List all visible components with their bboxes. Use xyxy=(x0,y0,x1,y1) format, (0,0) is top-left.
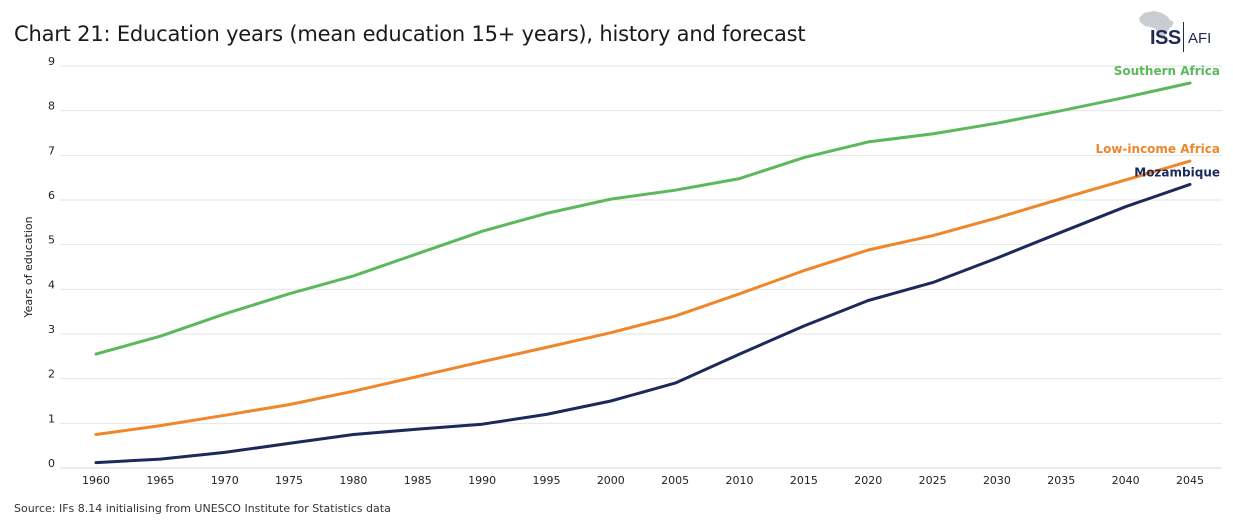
series-label-mozambique: Mozambique xyxy=(1134,165,1220,179)
x-tick-label: 2015 xyxy=(790,474,818,487)
x-tick-label: 1975 xyxy=(275,474,303,487)
logo-iss-text: ISS xyxy=(1150,27,1181,49)
source-note: Source: IFs 8.14 initialising from UNESC… xyxy=(14,502,391,515)
x-tick-label: 1965 xyxy=(146,474,174,487)
x-tick-label: 2035 xyxy=(1047,474,1075,487)
y-tick-label: 0 xyxy=(48,457,55,470)
y-axis-ticks: 0 1 2 3 4 5 6 7 8 9 xyxy=(48,55,55,470)
x-tick-label: 2045 xyxy=(1176,474,1204,487)
y-tick-label: 2 xyxy=(48,368,55,381)
chart-title: Chart 21: Education years (mean educatio… xyxy=(14,22,806,46)
y-tick-label: 1 xyxy=(48,412,55,425)
x-tick-label: 1990 xyxy=(468,474,496,487)
gridlines xyxy=(60,65,1222,469)
x-tick-label: 2025 xyxy=(919,474,947,487)
y-tick-label: 5 xyxy=(48,234,55,247)
logo-afi-text: AFI xyxy=(1188,30,1212,47)
y-tick-label: 3 xyxy=(48,323,55,336)
y-tick-label: 9 xyxy=(48,55,55,68)
x-tick-label: 2030 xyxy=(983,474,1011,487)
africa-map-icon xyxy=(1139,11,1174,39)
series-label-southern-africa: Southern Africa xyxy=(1114,64,1220,78)
series-line-southern-africa xyxy=(94,81,1192,356)
series-label-low-income-africa: Low-income Africa xyxy=(1095,142,1220,156)
x-axis-ticks: 1960 1965 1970 1975 1980 1985 1990 1995 2000 2005… xyxy=(82,474,1204,487)
y-tick-label: 8 xyxy=(48,100,55,113)
series-lines xyxy=(94,81,1192,465)
x-tick-label: 2010 xyxy=(726,474,754,487)
iss-afi-logo: ISS AFI xyxy=(1128,10,1218,58)
x-tick-label: 2040 xyxy=(1112,474,1140,487)
series-labels: Southern Africa Low-income Africa Mozambiq… xyxy=(1095,64,1220,179)
x-tick-label: 1970 xyxy=(211,474,239,487)
logo-divider xyxy=(1183,22,1184,52)
x-tick-label: 2020 xyxy=(854,474,882,487)
x-tick-label: 1960 xyxy=(82,474,110,487)
y-tick-label: 6 xyxy=(48,189,55,202)
y-axis-label: Years of education xyxy=(22,216,35,318)
x-tick-label: 2005 xyxy=(661,474,689,487)
x-tick-label: 1985 xyxy=(404,474,432,487)
x-tick-label: 1980 xyxy=(339,474,367,487)
x-tick-label: 2000 xyxy=(597,474,625,487)
series-line-low-income-africa xyxy=(94,159,1192,436)
series-line-mozambique xyxy=(94,182,1192,465)
y-tick-label: 7 xyxy=(48,144,55,157)
x-tick-label: 1995 xyxy=(532,474,560,487)
y-tick-label: 4 xyxy=(48,278,55,291)
